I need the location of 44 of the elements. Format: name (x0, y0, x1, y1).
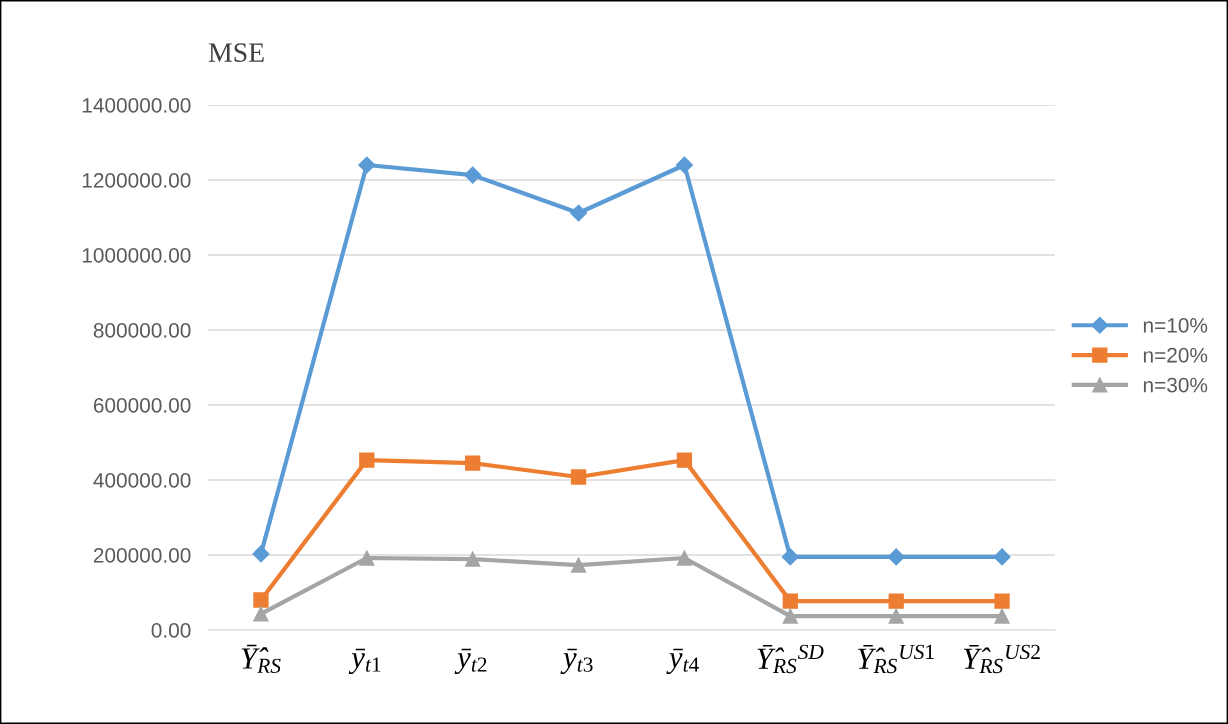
x-tick-label: Ȳ̂$_{RS}$$^{US1}$ (858, 644, 934, 674)
point (993, 548, 1011, 566)
y-tick-label: 0.00 (151, 623, 191, 638)
chart-title: MSE (208, 43, 264, 62)
x-tick-label: Ȳ̂$_{RS}$ (241, 644, 281, 673)
point (465, 455, 481, 471)
legend-label: n=20% (1143, 347, 1208, 363)
point (252, 545, 270, 563)
point (782, 608, 798, 624)
y-tick-label: 600000.00 (93, 398, 191, 413)
x-tick-label: ȳ$_{t3}$ (560, 648, 593, 674)
y-tick-label: 800000.00 (93, 323, 191, 338)
point (675, 156, 693, 174)
x-tick-label: ȳ$_{t2}$ (454, 648, 487, 674)
x-tick-label: ȳ$_{t4}$ (666, 648, 699, 674)
point (464, 166, 482, 184)
legend-label: n=10% (1143, 318, 1208, 333)
x-tick-label: ȳ$_{t1}$ (348, 648, 381, 674)
point (465, 551, 481, 567)
point (570, 469, 587, 485)
point (888, 593, 904, 609)
x-tick-label: Ȳ̂$_{RS}$$^{SD}$ (757, 644, 824, 674)
y-tick-label: 1000000.00 (82, 248, 191, 263)
point (888, 608, 904, 624)
y-tick-label: 200000.00 (93, 548, 191, 563)
point (358, 156, 376, 174)
point (253, 592, 269, 608)
point (359, 452, 375, 468)
point (359, 550, 375, 566)
y-tick-label: 1400000.00 (82, 98, 191, 113)
y-tick-label: 400000.00 (93, 473, 191, 488)
point (994, 608, 1010, 624)
point (253, 606, 269, 622)
point (887, 548, 905, 566)
x-tick-label: Ȳ̂$_{RS}$$^{US2}$ (963, 644, 1040, 674)
point (782, 593, 798, 609)
point (781, 548, 799, 566)
legend-label: n=30% (1143, 377, 1208, 393)
point (570, 557, 587, 573)
point (570, 204, 588, 222)
point (994, 593, 1010, 609)
y-tick-label: 1200000.00 (82, 173, 191, 188)
point (676, 550, 693, 566)
point (676, 452, 693, 468)
